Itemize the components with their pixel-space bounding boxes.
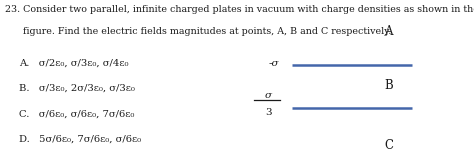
Text: D.   5σ/6ε₀, 7σ/6ε₀, σ/6ε₀: D. 5σ/6ε₀, 7σ/6ε₀, σ/6ε₀ [19, 134, 141, 143]
Text: B: B [384, 79, 393, 92]
Text: B.   σ/3ε₀, 2σ/3ε₀, σ/3ε₀: B. σ/3ε₀, 2σ/3ε₀, σ/3ε₀ [19, 84, 135, 93]
Text: σ: σ [264, 91, 272, 100]
Text: A: A [384, 25, 393, 38]
Text: figure. Find the electric fields magnitudes at points, A, B and C respectively.: figure. Find the electric fields magnitu… [5, 27, 391, 36]
Text: 3: 3 [265, 108, 272, 117]
Text: A.   σ/2ε₀, σ/3ε₀, σ/4ε₀: A. σ/2ε₀, σ/3ε₀, σ/4ε₀ [19, 59, 128, 68]
Text: C.   σ/6ε₀, σ/6ε₀, 7σ/6ε₀: C. σ/6ε₀, σ/6ε₀, 7σ/6ε₀ [19, 109, 134, 118]
Text: -σ: -σ [269, 59, 280, 68]
Text: C: C [384, 139, 393, 152]
Text: 23. Consider two parallel, infinite charged plates in vacuum with charge densiti: 23. Consider two parallel, infinite char… [5, 5, 474, 14]
